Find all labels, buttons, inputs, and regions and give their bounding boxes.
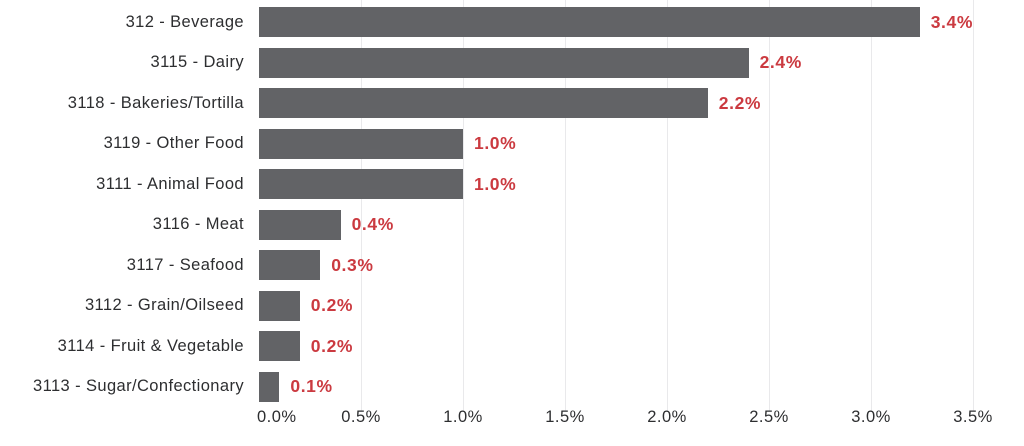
chart-row: 312 - Beverage 3.4% [0,2,1024,43]
category-label: 312 - Beverage [125,12,244,31]
chart-row: 3113 - Sugar/Confectionary 0.1% [0,367,1024,408]
bar-track: 2.2% [259,88,973,119]
chart-row: 3116 - Meat 0.4% [0,205,1024,246]
bar-track: 0.3% [259,250,973,281]
bar-segment [259,331,300,362]
category-label: 3119 - Other Food [103,134,244,153]
value-label: 0.1% [290,376,333,397]
bar-segment [259,250,321,281]
chart-row: 3118 - Bakeries/Tortilla 2.2% [0,83,1024,124]
bar-segment [259,7,920,38]
bar-segment [259,169,463,200]
bar-segment [259,47,749,78]
bar-track: 2.4% [259,47,973,78]
value-label: 0.2% [310,295,354,316]
value-label: 2.4% [759,52,802,73]
category-label: 3117 - Seafood [126,255,244,274]
bar-track: 0.2% [259,331,973,362]
x-tick-label: 2.5% [749,408,789,426]
bar-track: 0.4% [259,209,973,240]
x-tick-label: 1.5% [545,408,585,426]
value-label: 0.4% [351,214,394,235]
bar-track: 1.0% [259,128,973,159]
chart-row: 3114 - Fruit & Vegetable 0.2% [0,326,1024,367]
value-label: 2.2% [718,92,762,113]
x-axis: 0.0% 0.5% 1.0% 1.5% 2.0% 2.5% 3.0% 3.5% [257,408,992,434]
x-tick-label: 3.5% [953,408,993,426]
bar-track: 0.1% [259,371,973,402]
value-label: 3.4% [930,11,973,32]
value-label: 0.3% [331,254,374,275]
bar-segment [259,290,300,321]
value-label: 1.0% [474,173,517,194]
chart-row: 3112 - Grain/Oilseed 0.2% [0,286,1024,327]
value-label: 1.0% [474,133,517,154]
bar-track: 0.2% [259,290,973,321]
bar-track: 1.0% [259,169,973,200]
bar-segment [259,128,463,159]
chart-row: 3111 - Animal Food 1.0% [0,164,1024,205]
category-label: 3111 - Animal Food [96,174,244,193]
bar-segment [259,209,341,240]
x-tick-label: 3.0% [851,408,891,426]
chart-rows: 312 - Beverage 3.4% 3115 - Dairy 2.4% 31… [0,2,1024,407]
category-label: 3115 - Dairy [150,53,244,72]
x-tick-label: 0.0% [257,408,297,426]
category-label: 3116 - Meat [152,215,244,234]
chart-row: 3119 - Other Food 1.0% [0,124,1024,165]
category-label: 3114 - Fruit & Vegetable [57,336,244,355]
x-tick-label: 2.0% [647,408,687,426]
chart-row: 3115 - Dairy 2.4% [0,43,1024,84]
category-label: 3112 - Grain/Oilseed [84,296,244,315]
bar-segment [259,88,708,119]
bar-segment [259,371,280,402]
category-label: 3113 - Sugar/Confectionary [33,377,244,396]
bar-track: 3.4% [259,7,973,38]
x-tick-label: 1.0% [443,408,483,426]
chart-row: 3117 - Seafood 0.3% [0,245,1024,286]
category-label: 3118 - Bakeries/Tortilla [67,93,244,112]
value-label: 0.2% [310,335,354,356]
x-tick-label: 0.5% [341,408,381,426]
